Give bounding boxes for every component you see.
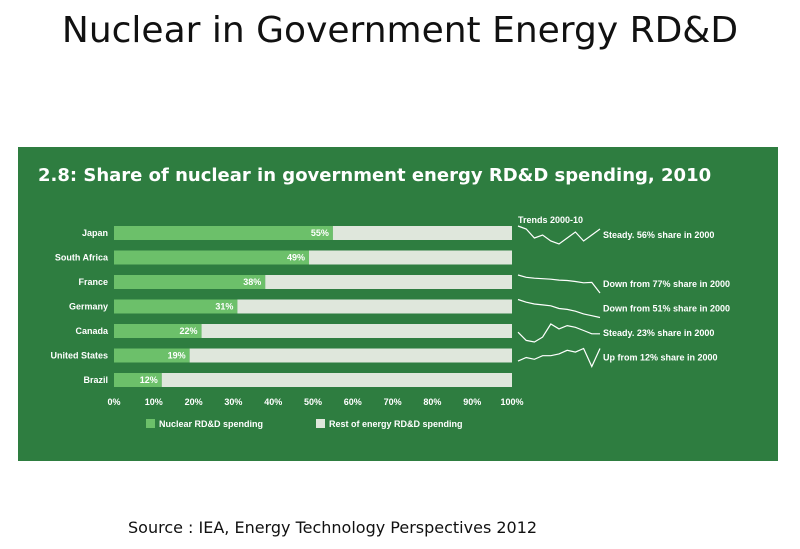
data-label: 55% bbox=[311, 228, 329, 238]
trend-sparkline bbox=[517, 274, 601, 294]
x-tick-label: 0% bbox=[107, 397, 120, 407]
trend-label: Up from 12% share in 2000 bbox=[603, 353, 718, 363]
x-tick-label: 40% bbox=[264, 397, 282, 407]
bar-nuclear bbox=[114, 250, 310, 265]
category-label: Canada bbox=[75, 326, 109, 336]
legend-swatch-nuclear bbox=[146, 419, 155, 428]
chart-panel: Japan 55% South Africa 49% France 38% Germany 3… bbox=[18, 147, 778, 461]
x-tick-label: 10% bbox=[145, 397, 163, 407]
data-label: 22% bbox=[180, 326, 198, 336]
category-label: Germany bbox=[69, 302, 108, 312]
slide-title: Nuclear in Government Energy RD&D bbox=[61, 10, 739, 51]
category-label: United States bbox=[50, 351, 108, 361]
source-note: Source : IEA, Energy Technology Perspect… bbox=[128, 518, 538, 537]
category-label: South Africa bbox=[55, 253, 109, 263]
data-label: 31% bbox=[215, 302, 233, 312]
legend-label-rest: Rest of energy RD&D spending bbox=[329, 419, 463, 429]
data-label: 12% bbox=[140, 375, 158, 385]
category-label: France bbox=[78, 277, 108, 287]
category-label: Brazil bbox=[83, 375, 108, 385]
x-tick-label: 100% bbox=[500, 397, 523, 407]
trend-sparkline bbox=[517, 225, 601, 245]
trend-sparkline bbox=[517, 298, 601, 319]
bar-nuclear bbox=[114, 226, 333, 240]
bar-nuclear bbox=[114, 275, 266, 289]
legend-swatch-rest bbox=[316, 419, 325, 428]
data-label: 38% bbox=[243, 277, 261, 287]
bar-nuclear bbox=[114, 348, 190, 363]
bar-rest bbox=[201, 324, 512, 338]
trend-label: Steady. 23% share in 2000 bbox=[603, 328, 714, 338]
x-tick-label: 60% bbox=[344, 397, 362, 407]
category-label: Japan bbox=[82, 228, 108, 238]
bar-nuclear bbox=[114, 324, 202, 338]
bar-nuclear bbox=[114, 299, 238, 314]
trend-sparkline bbox=[517, 323, 600, 343]
x-tick-label: 80% bbox=[423, 397, 441, 407]
trend-label: Down from 77% share in 2000 bbox=[603, 279, 730, 289]
legend-label-nuclear: Nuclear RD&D spending bbox=[159, 419, 263, 429]
trends-title: Trends 2000-10 bbox=[518, 215, 583, 225]
trend-sparkline bbox=[517, 347, 601, 368]
bar-rest bbox=[237, 299, 512, 314]
bar-rest bbox=[265, 275, 512, 289]
x-tick-label: 20% bbox=[185, 397, 203, 407]
bar-nuclear bbox=[114, 373, 162, 387]
data-label: 19% bbox=[168, 351, 186, 361]
trend-label: Down from 51% share in 2000 bbox=[603, 304, 730, 314]
bar-rest bbox=[309, 250, 512, 265]
chart-title: 2.8: Share of nuclear in government ener… bbox=[38, 165, 712, 186]
x-tick-label: 90% bbox=[463, 397, 481, 407]
x-tick-label: 30% bbox=[224, 397, 242, 407]
data-label: 49% bbox=[287, 253, 305, 263]
x-tick-label: 70% bbox=[384, 397, 402, 407]
bar-rest bbox=[332, 226, 512, 240]
x-tick-label: 50% bbox=[304, 397, 322, 407]
chart-svg: Japan 55% South Africa 49% France 38% Germany 3… bbox=[50, 215, 730, 429]
bar-rest bbox=[189, 348, 512, 363]
bar-rest bbox=[161, 373, 512, 387]
trend-label: Steady. 56% share in 2000 bbox=[603, 230, 714, 240]
